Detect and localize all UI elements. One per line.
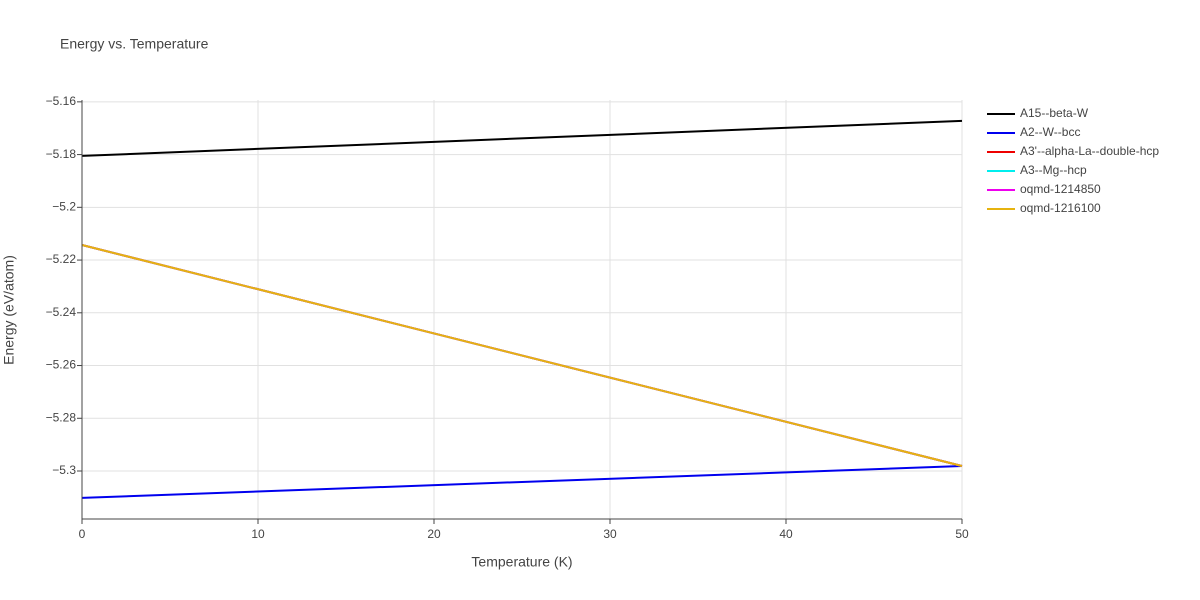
y-tick-label: −5.18 bbox=[46, 147, 77, 161]
legend-label: A3--Mg--hcp bbox=[1020, 163, 1087, 177]
y-tick-label: −5.2 bbox=[52, 199, 76, 213]
y-tick-label: −5.3 bbox=[52, 463, 76, 477]
legend-label: oqmd-1214850 bbox=[1020, 182, 1101, 196]
legend-label: A15--beta-W bbox=[1020, 106, 1089, 120]
legend-label: A2--W--bcc bbox=[1020, 125, 1080, 139]
x-tick-label: 20 bbox=[427, 527, 441, 541]
legend: A15--beta-W A2--W--bcc A3'--alpha-La--doub… bbox=[987, 106, 1159, 215]
y-tick-label: −5.16 bbox=[46, 94, 77, 108]
x-tick-label: 10 bbox=[251, 527, 265, 541]
y-axis-title: Energy (eV/atom) bbox=[1, 255, 17, 365]
x-tick-label: 40 bbox=[779, 527, 793, 541]
grid bbox=[81, 100, 963, 519]
axes: −5.3 −5.28 −5.26 −5.24 −5.22 −5.2 −5.18 −5.16 0 1… bbox=[46, 94, 969, 541]
line-series bbox=[81, 119, 963, 157]
line-series bbox=[81, 244, 963, 467]
y-tick-label: −5.26 bbox=[46, 358, 77, 372]
legend-label: oqmd-1216100 bbox=[1020, 201, 1101, 215]
x-tick-label: 30 bbox=[603, 527, 617, 541]
x-axis-title: Temperature (K) bbox=[471, 554, 572, 570]
x-tick-label: 50 bbox=[955, 527, 969, 541]
y-tick-label: −5.22 bbox=[46, 252, 77, 266]
y-tick-label: −5.24 bbox=[46, 305, 77, 319]
y-tick-label: −5.28 bbox=[46, 410, 77, 424]
chart-title: Energy vs. Temperature bbox=[60, 36, 209, 52]
line-series bbox=[81, 464, 963, 499]
legend-label: A3'--alpha-La--double-hcp bbox=[1020, 144, 1159, 158]
plot-area bbox=[81, 119, 963, 499]
x-tick-label: 0 bbox=[79, 527, 86, 541]
